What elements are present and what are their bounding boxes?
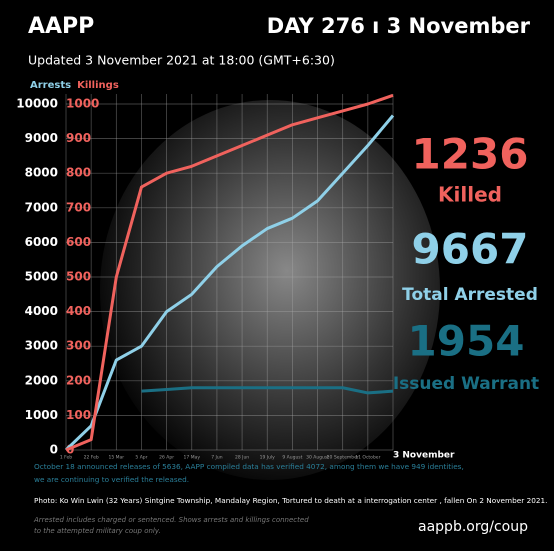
killed-count: 1236 <box>412 130 529 179</box>
y2-tick-label: 800 <box>66 166 91 180</box>
releases-note: we are continuing to verified the releas… <box>34 475 189 484</box>
updated: Updated 3 November 2021 at 18:00 (GMT+6:… <box>28 53 335 68</box>
y-tick-label: 7000 <box>25 200 58 214</box>
url: aappb.org/coup <box>418 519 528 535</box>
x-tick-label: 26 Apr <box>159 455 174 461</box>
warrant-count: 1954 <box>408 317 525 366</box>
x-tick-label: 7 Jun <box>211 455 222 461</box>
x-tick-label: 15 Mar <box>108 455 124 461</box>
y2-tick-label: 1000 <box>66 97 99 111</box>
killed-label: Killed <box>438 183 502 207</box>
y2-tick-label: 100 <box>66 408 91 422</box>
y-tick-label: 10000 <box>16 97 58 111</box>
y-tick-label: 2000 <box>25 373 58 387</box>
warrant-label: Issued Warrant <box>393 374 539 394</box>
series-line <box>141 386 394 395</box>
series-line <box>65 93 394 452</box>
y-tick-label: 8000 <box>25 166 58 180</box>
y-tick-label: 3000 <box>25 339 58 353</box>
x-tick-label: 20 September <box>327 455 359 461</box>
y-tick-label: 5000 <box>25 270 58 284</box>
y2-tick-label: 200 <box>66 373 91 387</box>
y-tick-label: 1000 <box>25 408 58 422</box>
y2-tick-label: 500 <box>66 270 91 284</box>
logo: AAPP <box>28 14 94 39</box>
y-tick-label: 0 <box>50 443 58 457</box>
y2-tick-label: 300 <box>66 339 91 353</box>
x-tick-label: 19 July <box>260 455 276 461</box>
arrested-label: Total Arrested <box>402 285 538 305</box>
legend-entry: Arrests <box>30 80 71 91</box>
photo-credit: Photo: Ko Win Lwin (32 Years) Sintgine T… <box>34 496 547 505</box>
series-line <box>64 114 395 452</box>
y2-tick-label: 700 <box>66 200 91 214</box>
x-tick-label: 9 August <box>282 455 302 461</box>
y2-tick-label: 400 <box>66 304 91 318</box>
x-tick-label: 11 October <box>355 455 380 461</box>
x-tick-label: 28 Jun <box>235 455 249 461</box>
day-title: DAY 276 ı 3 November <box>267 14 531 38</box>
x-tick-label: 3 November <box>393 451 455 461</box>
y-tick-label: 4000 <box>25 304 58 318</box>
photo <box>100 100 440 480</box>
note: Arrested includes charged or sentenced. … <box>33 516 309 524</box>
y2-tick-label: 600 <box>66 235 91 249</box>
x-tick-label: 22 Feb <box>84 455 99 461</box>
x-tick-label: 30 August <box>306 455 329 461</box>
x-tick-label: 5 Apr <box>135 455 147 461</box>
legend-entry: Killings <box>77 80 119 91</box>
y-tick-label: 6000 <box>25 235 58 249</box>
y-tick-label: 9000 <box>25 131 58 145</box>
x-tick-label: 17 May <box>184 455 201 461</box>
x-tick-label: 1 Feb <box>60 455 72 461</box>
note: to the attempted military coup only. <box>34 527 161 535</box>
arrested-count: 9667 <box>412 225 529 274</box>
releases-note: October 18 announced releases of 5636, A… <box>34 462 464 471</box>
y2-tick-label: 900 <box>66 131 91 145</box>
